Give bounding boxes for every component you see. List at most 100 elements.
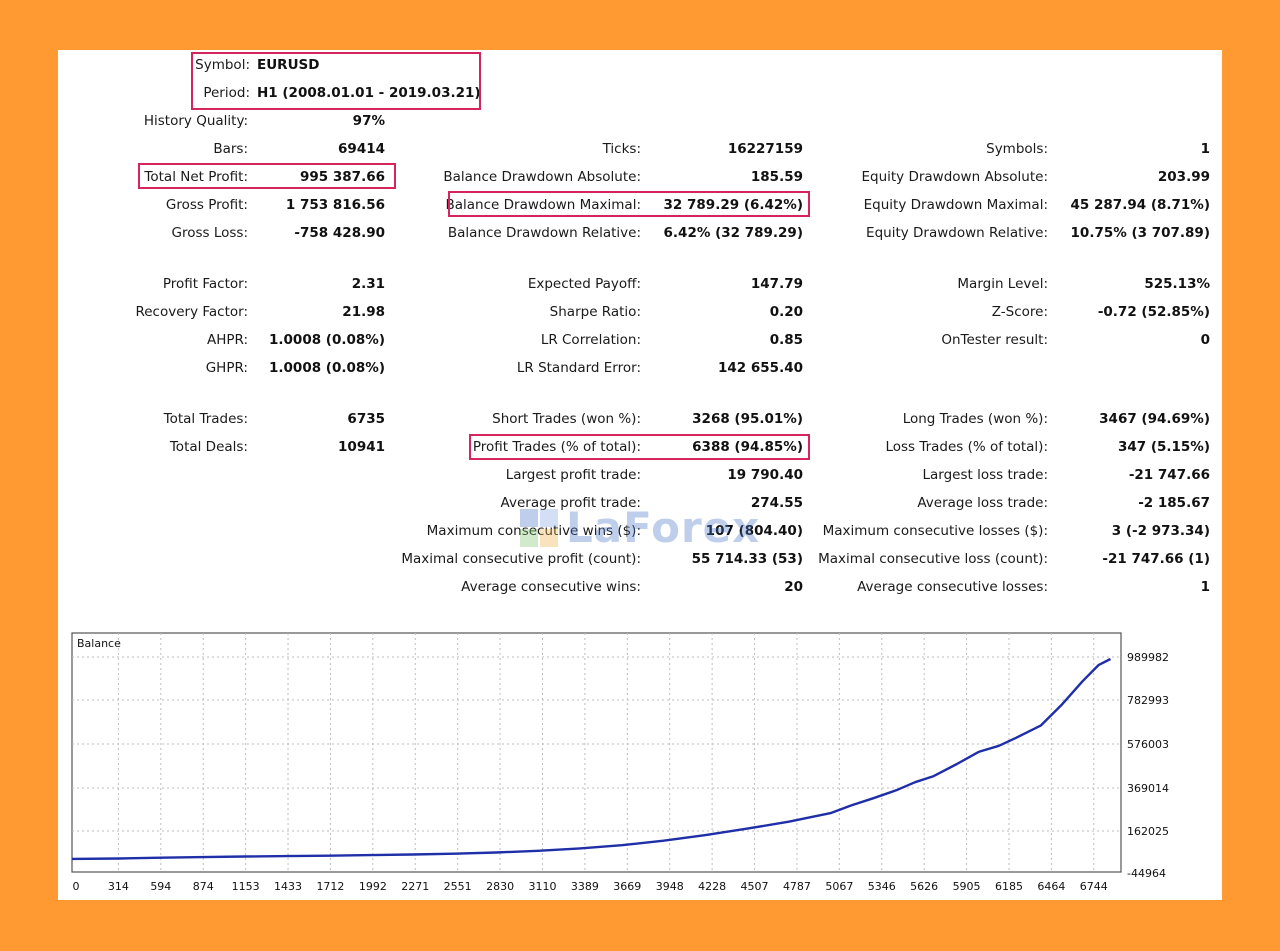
stat-value: 6.42% (32 789.29) (663, 225, 803, 241)
stats-row: Profit Factor: 2.31 Expected Payoff: 147.79… (58, 272, 1222, 296)
symbol-value: EURUSD (257, 57, 320, 73)
stat-value: -21 747.66 (1128, 467, 1210, 483)
stats-row: Maximal consecutive profit (count): 55 71… (58, 547, 1222, 571)
stat-label: Total Trades: (163, 411, 248, 427)
stat-label: Profit Factor: (162, 276, 248, 292)
x-tick-label: 3948 (656, 880, 684, 893)
stats-row: Gross Loss: -758 428.90 Balance Drawdown R… (58, 221, 1222, 245)
stat-value: 274.55 (750, 495, 803, 511)
stat-label: Balance Drawdown Relative: (447, 225, 641, 241)
stat-label: Average profit trade: (500, 495, 641, 511)
stat-label: Total Net Profit: (144, 169, 248, 185)
x-tick-label: 5346 (868, 880, 896, 893)
stat-label: Margin Level: (957, 276, 1048, 292)
stat-label: Ticks: (602, 141, 641, 157)
stat-label: History Quality: (143, 113, 248, 129)
period-value: H1 (2008.01.01 - 2019.03.21) (257, 85, 481, 101)
stats-row: Maximum consecutive wins ($): 107 (804.40… (58, 519, 1222, 543)
stat-value: 6735 (347, 411, 385, 427)
stat-value: 6388 (94.85%) (692, 439, 803, 455)
stat-label: Maximal consecutive loss (count): (818, 551, 1048, 567)
stat-value: 107 (804.40) (705, 523, 803, 539)
stat-label: Average consecutive wins: (461, 579, 641, 595)
x-tick-label: 5626 (910, 880, 938, 893)
x-tick-label: 1433 (274, 880, 302, 893)
stat-value: 69414 (338, 141, 385, 157)
stat-label: Short Trades (won %): (492, 411, 641, 427)
stat-label: Largest loss trade: (922, 467, 1048, 483)
x-tick-label: 2551 (444, 880, 472, 893)
stat-value: 1 753 816.56 (285, 197, 385, 213)
chart-frame (71, 632, 1122, 873)
stat-label: OnTester result: (941, 332, 1048, 348)
stat-label: GHPR: (205, 360, 248, 376)
stat-value: 16227159 (727, 141, 803, 157)
x-tick-label: 4228 (698, 880, 726, 893)
stat-label: Bars: (213, 141, 248, 157)
stats-row: Bars: 69414 Ticks: 16227159 Symbols: 1 (58, 137, 1222, 161)
stat-value: 45 287.94 (8.71%) (1070, 197, 1210, 213)
x-tick-label: 4787 (783, 880, 811, 893)
stat-label: Balance Drawdown Absolute: (443, 169, 641, 185)
x-tick-label: 5067 (825, 880, 853, 893)
stats-row: Total Net Profit: 995 387.66 Balance Drawd… (58, 165, 1222, 189)
stat-label: Gross Profit: (165, 197, 248, 213)
stat-value: 525.13% (1144, 276, 1210, 292)
y-tick-label: 576003 (1127, 738, 1169, 751)
stat-value: 1 (1200, 141, 1210, 157)
stats-row: Average profit trade: 274.55 Average loss … (58, 491, 1222, 515)
x-tick-label: 1992 (359, 880, 387, 893)
stat-value: 203.99 (1157, 169, 1210, 185)
stat-label: LR Correlation: (540, 332, 641, 348)
x-tick-label: 3110 (528, 880, 556, 893)
x-tick-label: 1153 (232, 880, 260, 893)
period-label: Period: (203, 85, 250, 101)
stat-value: -2 185.67 (1138, 495, 1210, 511)
x-tick-label: 594 (150, 880, 171, 893)
stats-row: Total Deals: 10941 Profit Trades (% of tot… (58, 435, 1222, 459)
stat-value: -21 747.66 (1) (1102, 551, 1210, 567)
x-tick-label: 2830 (486, 880, 514, 893)
stat-label: Balance Drawdown Maximal: (445, 197, 642, 213)
stat-value: -0.72 (52.85%) (1097, 304, 1210, 320)
stat-label: Maximum consecutive losses ($): (822, 523, 1048, 539)
x-tick-label: 3669 (613, 880, 641, 893)
x-tick-label: 6744 (1080, 880, 1108, 893)
stat-label: Average loss trade: (917, 495, 1048, 511)
balance-line (71, 657, 1112, 861)
stat-value: 0.85 (769, 332, 803, 348)
balance-chart-svg: 0 314 594 874 1153 1433 1712 1992 2271 2551 2830 31… (71, 632, 1169, 893)
stat-label: LR Standard Error: (516, 360, 641, 376)
stat-label: Symbols: (986, 141, 1048, 157)
stat-label: Z-Score: (991, 304, 1048, 320)
stats-row: History Quality: 97% (58, 109, 1222, 133)
stat-label: AHPR: (206, 332, 248, 348)
stats-row: Average consecutive wins: 20 Average conse… (58, 575, 1222, 599)
stat-value: 347 (5.15%) (1117, 439, 1210, 455)
stat-value: 3 (-2 973.34) (1111, 523, 1210, 539)
stats-row: GHPR: 1.0008 (0.08%) LR Standard Error: 142… (58, 356, 1222, 380)
stat-label: Loss Trades (% of total): (885, 439, 1048, 455)
stat-label: Long Trades (won %): (902, 411, 1048, 427)
symbol-row: Symbol: EURUSD (58, 53, 1222, 77)
stats-row: Recovery Factor: 21.98 Sharpe Ratio: 0.20 Z-… (58, 300, 1222, 324)
x-tick-label: 6464 (1037, 880, 1065, 893)
stat-value: 20 (784, 579, 803, 595)
stat-label: Average consecutive losses: (857, 579, 1048, 595)
stats-row: AHPR: 1.0008 (0.08%) LR Correlation: 0.85 On… (58, 328, 1222, 352)
x-tick-label: 1712 (316, 880, 344, 893)
stat-value: 995 387.66 (300, 169, 385, 185)
y-tick-label: 162025 (1127, 825, 1169, 838)
stat-label: Maximal consecutive profit (count): (401, 551, 641, 567)
x-tick-label: 5905 (953, 880, 981, 893)
stat-label: Gross Loss: (171, 225, 249, 241)
chart-title: Balance (77, 637, 121, 650)
stat-value: 2.31 (351, 276, 385, 292)
stat-value: 19 790.40 (727, 467, 803, 483)
stat-value: 3467 (94.69%) (1099, 411, 1210, 427)
x-tick-label: 874 (193, 880, 214, 893)
y-tick-label: 369014 (1127, 782, 1169, 795)
stat-value: 10941 (338, 439, 385, 455)
stat-value: 21.98 (342, 304, 385, 320)
stat-value: 1 (1200, 579, 1210, 595)
